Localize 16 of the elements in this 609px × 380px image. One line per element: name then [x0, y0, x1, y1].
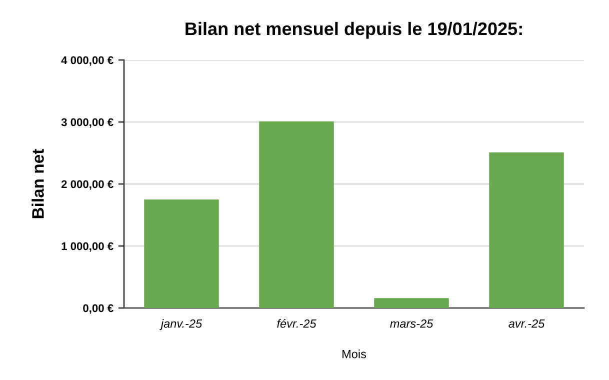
- bar: [374, 298, 449, 308]
- x-tick-label: avr.-25: [508, 319, 545, 328]
- y-axis-title: Bilan net: [32, 149, 44, 218]
- y-tick-label: 4 000,00 €: [61, 56, 114, 66]
- bar: [489, 152, 564, 308]
- x-tick-label: janv.-25: [160, 319, 202, 330]
- y-tick-label: 1 000,00 €: [62, 242, 114, 252]
- y-tick-label: 2 000,00 €: [61, 180, 114, 190]
- x-tick-label: févr.-25: [277, 318, 316, 328]
- x-axis-title: Mois: [342, 350, 366, 358]
- x-tick-label: mars-25: [390, 319, 434, 328]
- chart-title: Bilan net mensuel depuis le 19/01/2025:: [186, 22, 522, 39]
- bar: [259, 121, 334, 308]
- y-tick-label: 3 000,00 €: [61, 118, 114, 128]
- y-tick-label: 0,00 €: [83, 304, 114, 314]
- bar: [144, 200, 219, 308]
